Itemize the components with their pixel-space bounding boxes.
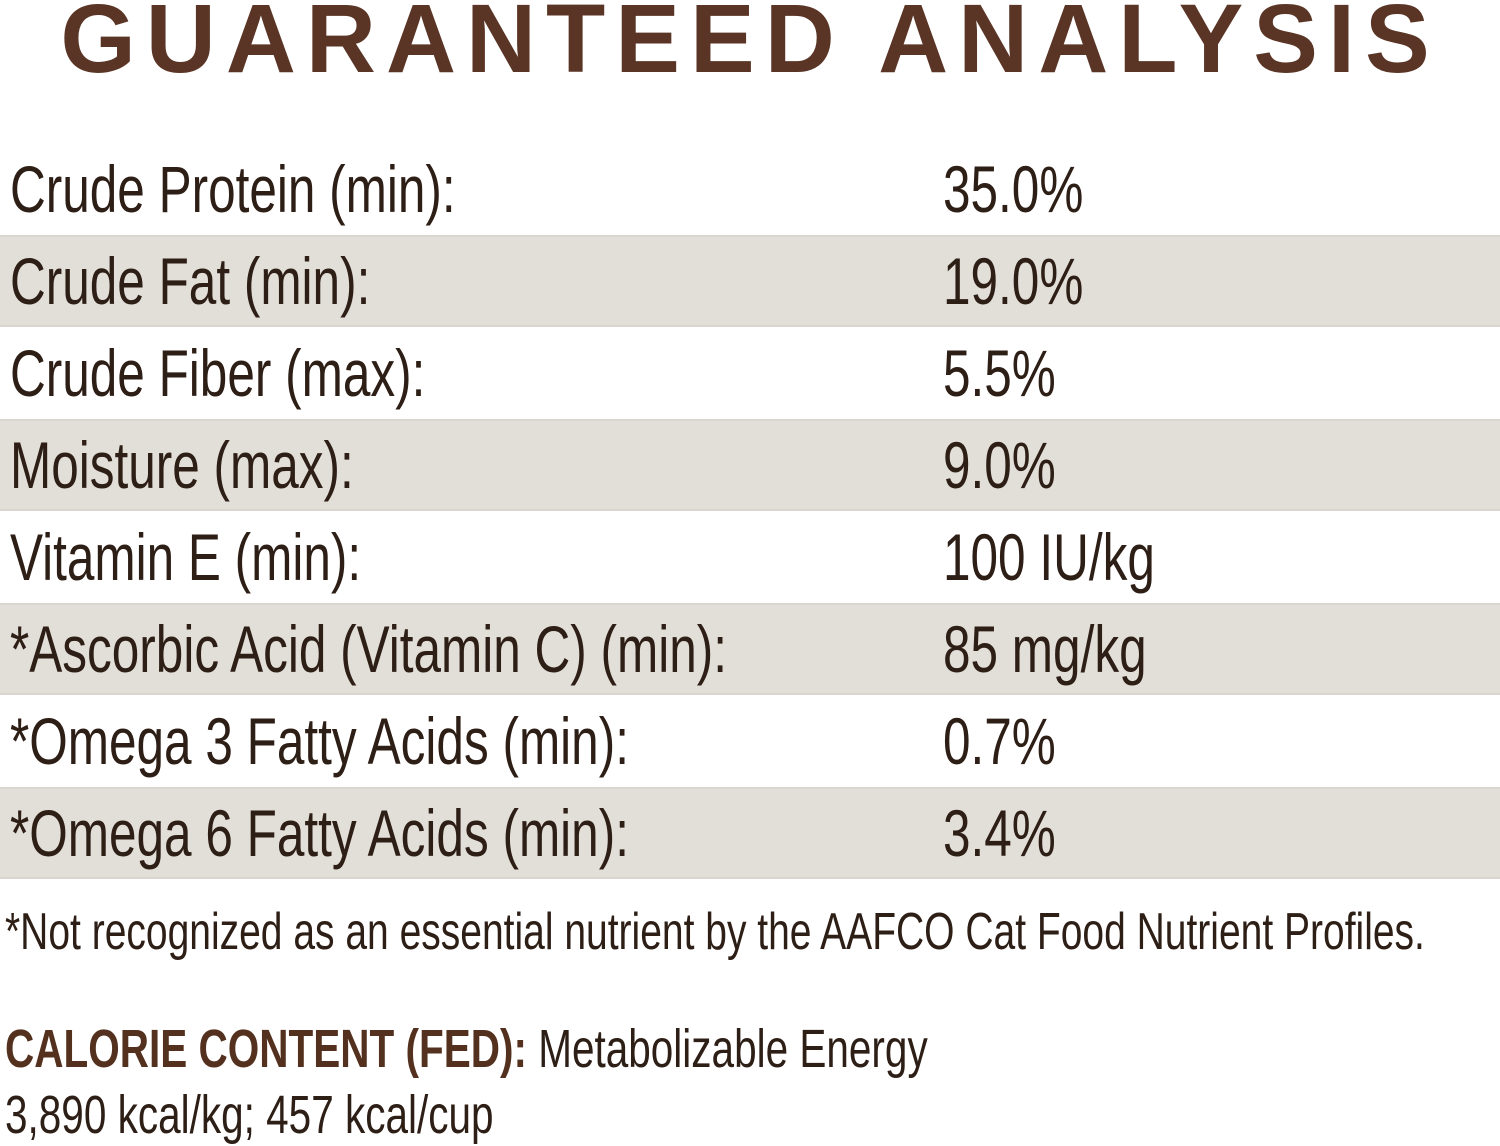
- calorie-content-values: 3,890 kcal/kg; 457 kcal/cup: [5, 1085, 494, 1145]
- table-row: Vitamin E (min): 100 IU/kg: [0, 511, 1500, 603]
- nutrient-value: 19.0%: [943, 244, 1084, 318]
- guaranteed-analysis-table: Crude Protein (min): 35.0% Crude Fat (mi…: [0, 143, 1500, 879]
- page-title: GUARANTEED ANALYSIS: [0, 0, 1500, 87]
- nutrient-label: *Omega 3 Fatty Acids (min):: [10, 704, 629, 778]
- table-row: *Omega 3 Fatty Acids (min): 0.7%: [0, 695, 1500, 787]
- nutrient-value: 5.5%: [943, 336, 1056, 410]
- aafco-footnote-text: *Not recognized as an essential nutrient…: [5, 903, 1425, 961]
- aafco-footnote: *Not recognized as an essential nutrient…: [5, 906, 1500, 958]
- table-row: Moisture (max): 9.0%: [0, 419, 1500, 511]
- nutrient-label: Crude Fiber (max):: [10, 336, 426, 410]
- nutrient-label: Vitamin E (min):: [10, 520, 362, 594]
- nutrient-label: *Ascorbic Acid (Vitamin C) (min):: [10, 612, 728, 686]
- nutrient-value: 35.0%: [943, 152, 1084, 226]
- nutrient-label: Crude Fat (min):: [10, 244, 371, 318]
- table-row: Crude Protein (min): 35.0%: [0, 143, 1500, 235]
- calorie-content-description: Metabolizable Energy: [538, 1019, 928, 1079]
- table-row: Crude Fiber (max): 5.5%: [0, 327, 1500, 419]
- calorie-content-section: CALORIE CONTENT (FED): Metabolizable Ene…: [5, 1016, 1235, 1146]
- nutrient-label: Crude Protein (min):: [10, 152, 456, 226]
- table-row: *Omega 6 Fatty Acids (min): 3.4%: [0, 787, 1500, 879]
- calorie-content-heading-line: CALORIE CONTENT (FED): Metabolizable Ene…: [5, 1016, 1235, 1082]
- table-row: Crude Fat (min): 19.0%: [0, 235, 1500, 327]
- calorie-content-heading: CALORIE CONTENT (FED):: [5, 1019, 527, 1079]
- nutrient-label: *Omega 6 Fatty Acids (min):: [10, 796, 629, 870]
- nutrient-value: 0.7%: [943, 704, 1056, 778]
- nutrient-value: 3.4%: [943, 796, 1056, 870]
- nutrient-value: 100 IU/kg: [943, 520, 1155, 594]
- nutrient-label: Moisture (max):: [10, 428, 354, 502]
- nutrient-value: 9.0%: [943, 428, 1056, 502]
- table-row: *Ascorbic Acid (Vitamin C) (min): 85 mg/…: [0, 603, 1500, 695]
- calorie-content-values-line: 3,890 kcal/kg; 457 kcal/cup: [5, 1082, 1235, 1146]
- nutrient-value: 85 mg/kg: [943, 612, 1147, 686]
- page-title-text: GUARANTEED ANALYSIS: [60, 0, 1440, 93]
